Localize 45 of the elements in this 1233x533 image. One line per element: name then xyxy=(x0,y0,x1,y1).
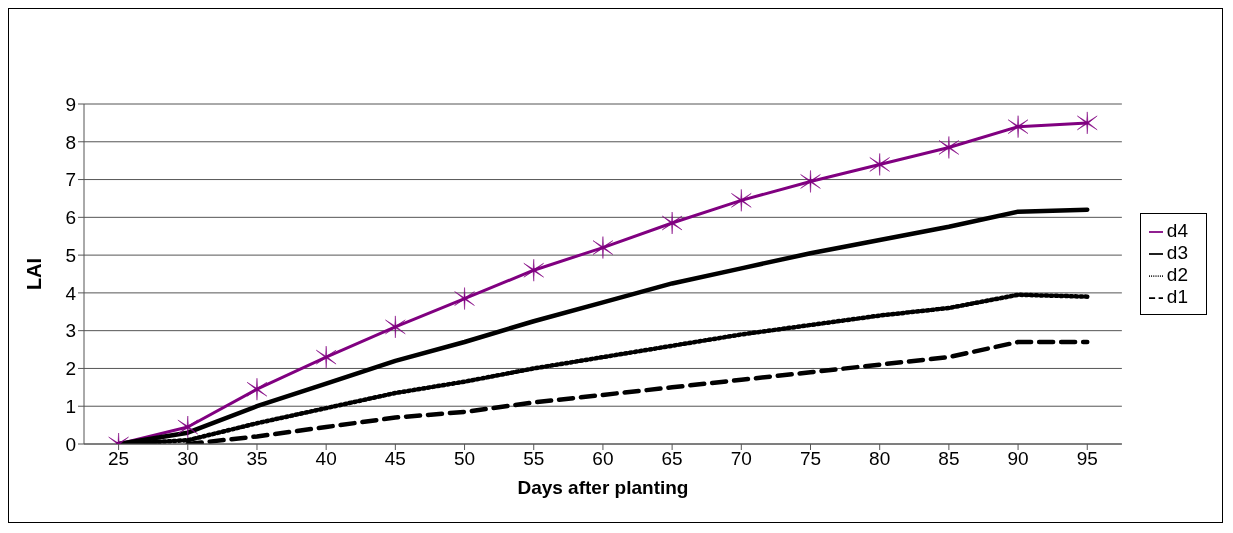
x-tick-label: 60 xyxy=(592,448,614,470)
x-tick-label: 85 xyxy=(938,448,960,470)
point xyxy=(800,170,821,193)
x-tick-label: 70 xyxy=(730,448,752,470)
x-tick-label: 80 xyxy=(869,448,891,470)
x-axis-title: Days after planting xyxy=(517,477,689,498)
point xyxy=(1007,115,1029,138)
point xyxy=(869,153,890,176)
x-tick-label: 65 xyxy=(661,448,683,470)
point xyxy=(454,287,475,310)
y-axis-title: LAI xyxy=(23,257,46,291)
point xyxy=(731,189,752,212)
y-tick-label: 3 xyxy=(65,320,76,342)
y-tick-label: 8 xyxy=(65,131,76,153)
x-tick-label: 75 xyxy=(799,448,822,470)
y-tick-label: 9 xyxy=(65,93,76,115)
x-tick-label: 40 xyxy=(315,448,337,470)
legend-label: d2 xyxy=(1166,264,1188,285)
y-tick-label: 5 xyxy=(65,244,76,266)
y-tick-label: 0 xyxy=(65,433,76,455)
point xyxy=(246,377,268,401)
legend-label: d3 xyxy=(1166,242,1188,263)
y-tick-label: 2 xyxy=(65,358,76,380)
x-tick-label: 45 xyxy=(384,448,406,470)
point xyxy=(385,315,406,339)
x-tick-label: 25 xyxy=(108,448,130,470)
point xyxy=(592,236,614,259)
x-tick-label: 90 xyxy=(1007,448,1029,470)
y-tick-label: 1 xyxy=(65,395,76,417)
y-tick-label: 7 xyxy=(65,169,76,191)
x-tick-label: 55 xyxy=(523,448,545,470)
point xyxy=(316,345,337,369)
point xyxy=(177,415,198,439)
x-tick-label: 95 xyxy=(1076,448,1098,470)
x-tick-label: 30 xyxy=(177,448,199,470)
y-tick-label: 6 xyxy=(65,207,76,229)
y-tick-label: 4 xyxy=(65,282,77,304)
legend-label: d4 xyxy=(1166,220,1188,241)
point xyxy=(938,136,960,159)
legend-label: d1 xyxy=(1166,286,1188,307)
x-tick-label: 35 xyxy=(246,448,268,470)
point xyxy=(661,211,683,235)
point xyxy=(523,258,544,282)
point xyxy=(1077,111,1098,135)
x-tick-label: 50 xyxy=(453,448,476,470)
